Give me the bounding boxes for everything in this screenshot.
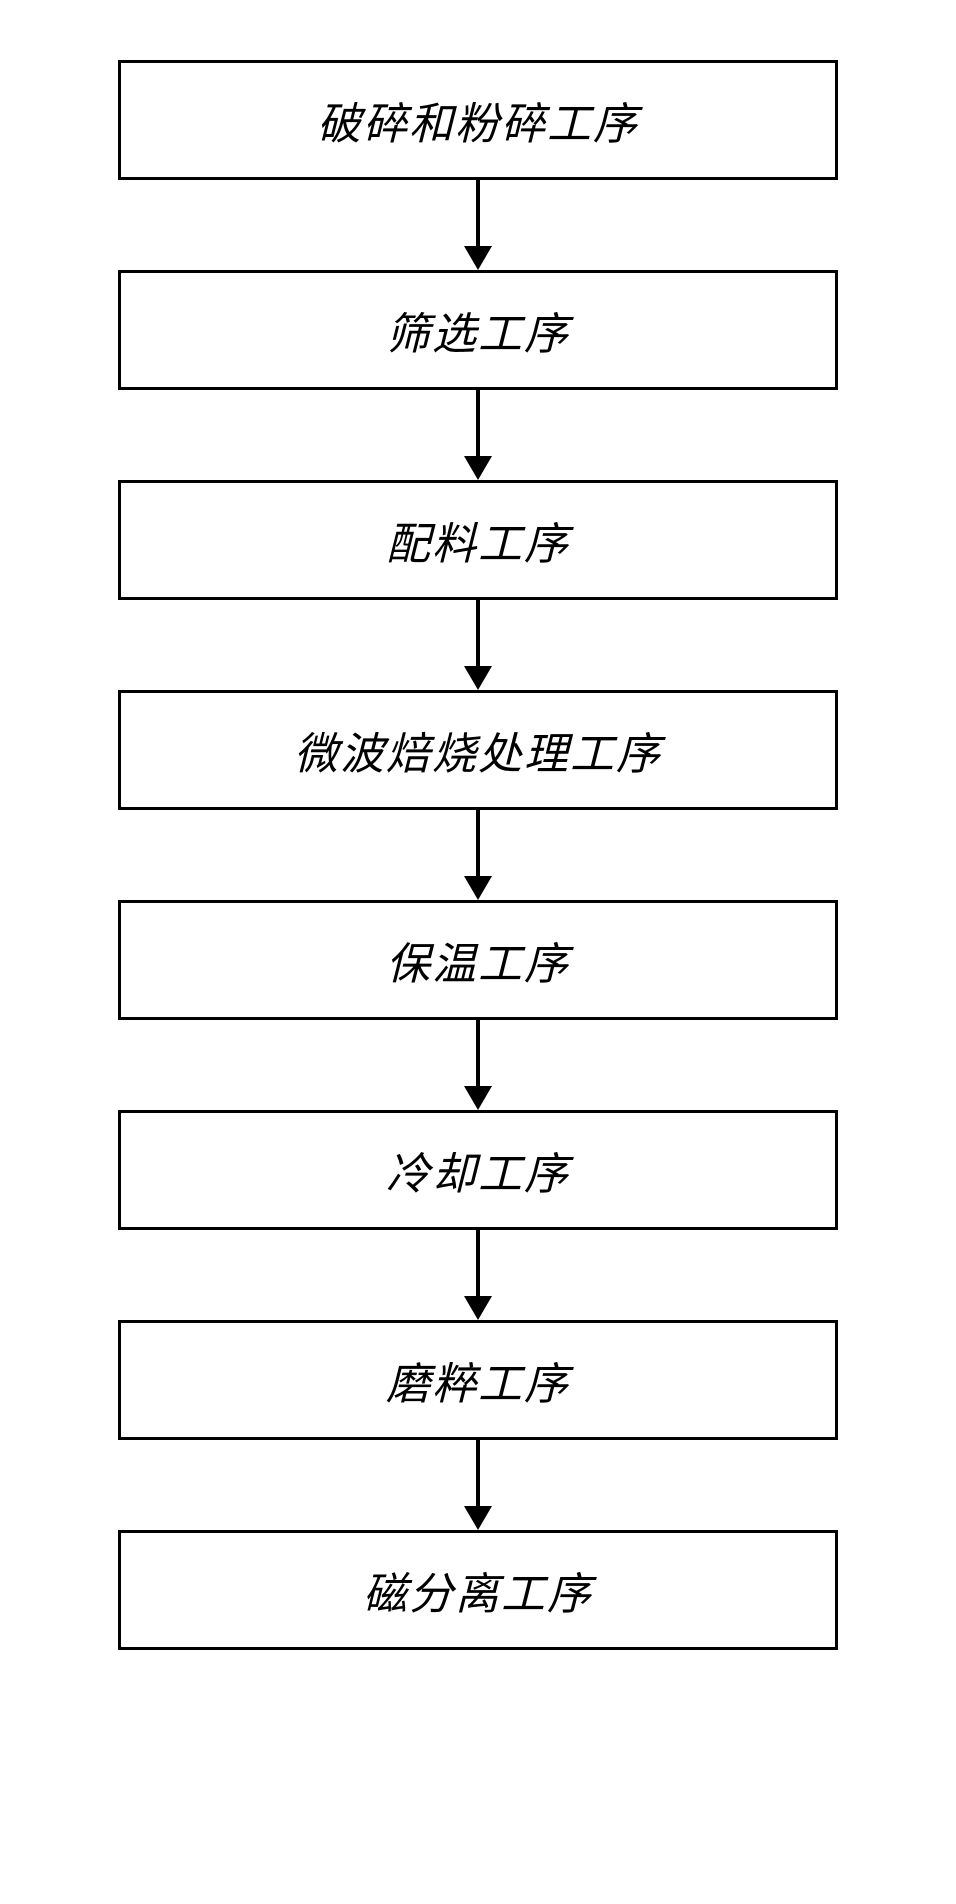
arrow-head-icon <box>464 1086 492 1110</box>
flow-box-step8: 磁分离工序 <box>118 1530 838 1650</box>
flow-box-label-step1: 破碎和粉碎工序 <box>317 88 639 152</box>
arrow-line <box>476 1020 480 1086</box>
flow-arrow-step5 <box>464 1020 492 1110</box>
flow-box-label-step8: 磁分离工序 <box>363 1558 593 1622</box>
flowchart-container: 破碎和粉碎工序筛选工序配料工序微波焙烧处理工序保温工序冷却工序磨粹工序磁分离工序 <box>38 0 918 1710</box>
flow-arrow-step2 <box>464 390 492 480</box>
arrow-line <box>476 390 480 456</box>
flow-box-label-step6: 冷却工序 <box>386 1138 570 1202</box>
arrow-head-icon <box>464 246 492 270</box>
arrow-line <box>476 180 480 246</box>
flow-box-step4: 微波焙烧处理工序 <box>118 690 838 810</box>
flow-arrow-step1 <box>464 180 492 270</box>
flow-box-step3: 配料工序 <box>118 480 838 600</box>
arrow-head-icon <box>464 456 492 480</box>
flow-box-step1: 破碎和粉碎工序 <box>118 60 838 180</box>
flow-box-step2: 筛选工序 <box>118 270 838 390</box>
flow-arrow-step7 <box>464 1440 492 1530</box>
flow-box-label-step7: 磨粹工序 <box>386 1348 570 1412</box>
flow-arrow-step3 <box>464 600 492 690</box>
arrow-line <box>476 1440 480 1506</box>
flow-box-label-step4: 微波焙烧处理工序 <box>294 718 662 782</box>
flow-box-label-step2: 筛选工序 <box>386 298 570 362</box>
arrow-line <box>476 810 480 876</box>
flow-box-label-step5: 保温工序 <box>386 928 570 992</box>
flow-box-step5: 保温工序 <box>118 900 838 1020</box>
flow-arrow-step4 <box>464 810 492 900</box>
flow-arrow-step6 <box>464 1230 492 1320</box>
arrow-line <box>476 1230 480 1296</box>
arrow-head-icon <box>464 666 492 690</box>
arrow-line <box>476 600 480 666</box>
arrow-head-icon <box>464 876 492 900</box>
flow-box-step6: 冷却工序 <box>118 1110 838 1230</box>
arrow-head-icon <box>464 1296 492 1320</box>
flow-box-step7: 磨粹工序 <box>118 1320 838 1440</box>
flow-box-label-step3: 配料工序 <box>386 508 570 572</box>
arrow-head-icon <box>464 1506 492 1530</box>
